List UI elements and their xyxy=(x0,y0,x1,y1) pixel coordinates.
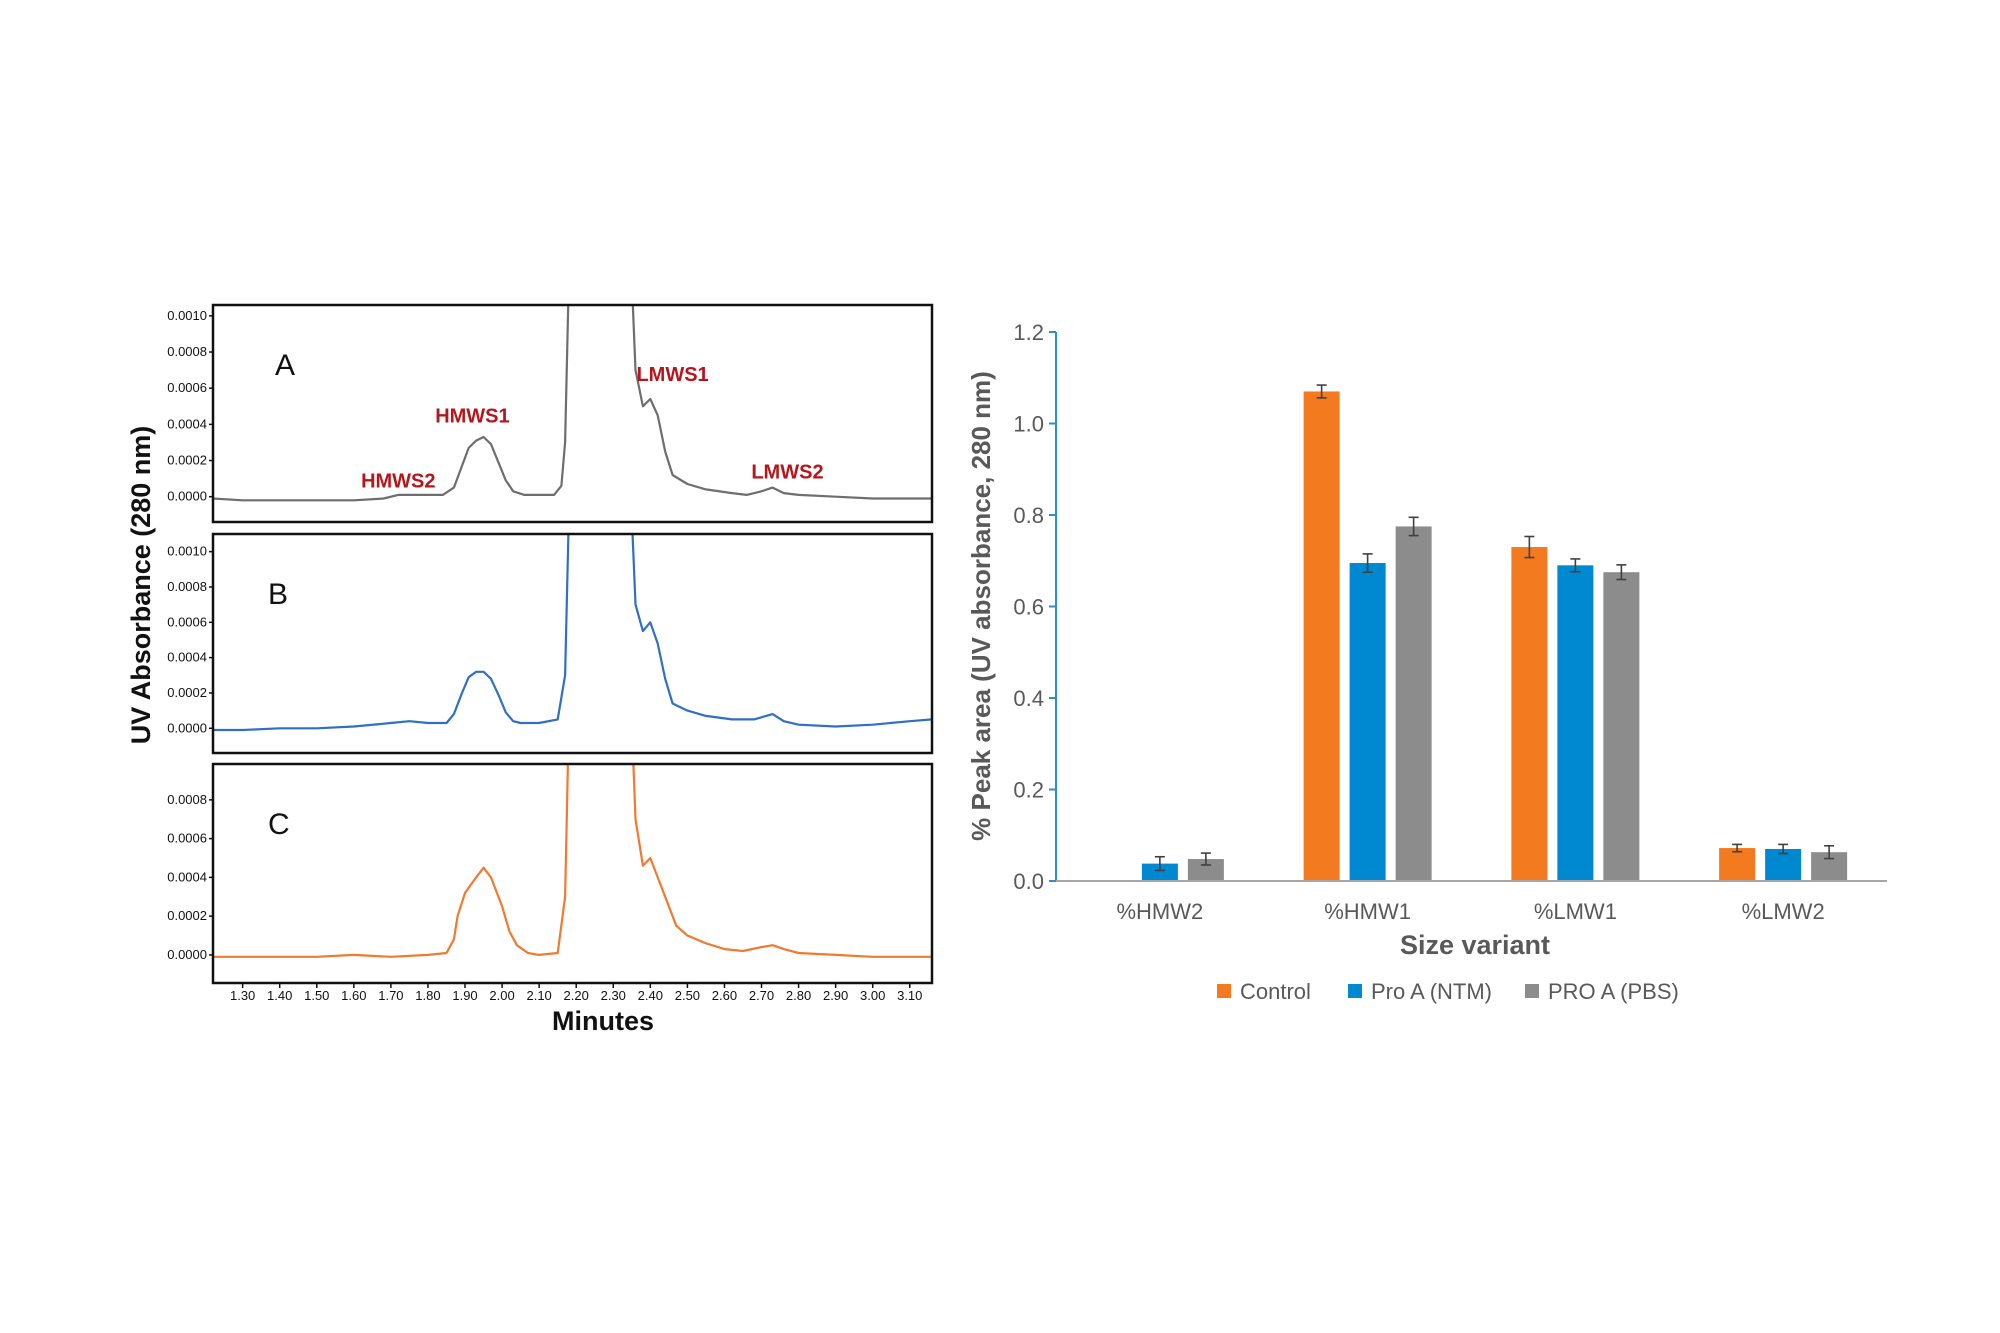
x-tick-label: 3.00 xyxy=(860,988,885,1003)
x-tick-label: 2.60 xyxy=(712,988,737,1003)
x-tick-label: 2.80 xyxy=(786,988,811,1003)
y-tick-label: 0.0004 xyxy=(167,869,207,884)
peak-annotation: LMWS2 xyxy=(751,462,823,484)
legend-swatch xyxy=(1348,984,1362,998)
category-label: %HMW1 xyxy=(1324,899,1411,924)
legend-label: Control xyxy=(1240,979,1311,1004)
bar xyxy=(1511,547,1548,881)
y-tick-label: 0.0008 xyxy=(167,344,207,359)
y-tick-label: 0.0004 xyxy=(167,650,207,665)
peak-annotation: LMWS1 xyxy=(636,364,708,386)
panel-label: B xyxy=(268,578,288,611)
x-tick-label: 1.50 xyxy=(304,988,329,1003)
y-tick-label: 0.0 xyxy=(1013,869,1044,894)
panel-frame xyxy=(211,762,934,985)
panel-label: C xyxy=(268,808,290,841)
x-tick-label: 2.70 xyxy=(749,988,774,1003)
x-tick-label: 1.90 xyxy=(452,988,477,1003)
y-tick-label: 0.0006 xyxy=(167,831,207,846)
y-tick-label: 0.6 xyxy=(1013,595,1044,620)
x-tick-label: 2.50 xyxy=(675,988,700,1003)
x-tick-label: 2.90 xyxy=(823,988,848,1003)
panel-frame xyxy=(211,303,934,524)
x-tick-label: 2.20 xyxy=(564,988,589,1003)
bar xyxy=(1349,563,1386,881)
x-tick-label: 1.30 xyxy=(230,988,255,1003)
y-tick-label: 0.0008 xyxy=(167,792,207,807)
x-tick-label: 2.10 xyxy=(526,988,551,1003)
trace-line xyxy=(213,534,932,732)
panel-c: 0.0000 0.0002 0.0004 0.0006 0.0008 C xyxy=(167,762,934,985)
y-tick-label: 0.0004 xyxy=(167,416,207,431)
chromatogram-x-axis-label: Minutes xyxy=(552,1006,654,1036)
y-tick-label: 0.0002 xyxy=(167,908,207,923)
y-tick-label: 0.8 xyxy=(1013,503,1044,528)
y-tick-label: 0.2 xyxy=(1013,778,1044,803)
y-tick-label: 0.0010 xyxy=(167,308,207,323)
y-tick-label: 0.0002 xyxy=(167,453,207,468)
x-tick-label: 1.70 xyxy=(378,988,403,1003)
legend-label: PRO A (PBS) xyxy=(1548,979,1679,1004)
trace-line xyxy=(213,305,932,502)
bar xyxy=(1557,565,1594,881)
category-label: %LMW2 xyxy=(1742,899,1825,924)
bar xyxy=(1141,863,1178,881)
panel-b: 0.0000 0.0002 0.0004 0.0006 0.0008 0.0010 B xyxy=(167,532,934,755)
y-tick-label: 0.0000 xyxy=(167,947,207,962)
x-tick-label: 3.10 xyxy=(897,988,922,1003)
bar xyxy=(1303,391,1340,881)
y-tick-label: 1.2 xyxy=(1013,320,1044,345)
peak-annotation: HMWS2 xyxy=(361,471,435,493)
y-tick-label: 0.0000 xyxy=(167,489,207,504)
legend-swatch xyxy=(1525,984,1539,998)
bar xyxy=(1187,859,1224,881)
x-tick-label: 1.60 xyxy=(341,988,366,1003)
bar xyxy=(1719,848,1756,881)
bar-y-axis-label: % Peak area (UV absorbance, 280 nm) xyxy=(966,371,996,841)
x-tick-label: 2.30 xyxy=(601,988,626,1003)
bar xyxy=(1603,572,1640,881)
x-tick-label: 1.80 xyxy=(415,988,440,1003)
y-tick-label: 0.4 xyxy=(1013,686,1044,711)
x-tick-label: 2.40 xyxy=(638,988,663,1003)
category-label: %LMW1 xyxy=(1534,899,1617,924)
x-tick-label: 2.00 xyxy=(489,988,514,1003)
y-tick-label: 0.0000 xyxy=(167,720,207,735)
trace-line xyxy=(213,764,932,958)
panel-a: 0.0000 0.0002 0.0004 0.0006 0.0008 0.0010 A HMW… xyxy=(167,303,934,524)
chromatogram-y-axis-label: UV Absorbance (280 nm) xyxy=(126,426,156,745)
bar-chart: % Peak area (UV absorbance, 280 nm) Size… xyxy=(966,320,1887,1004)
legend-label: Pro A (NTM) xyxy=(1371,979,1492,1004)
bar-x-axis-label: Size variant xyxy=(1400,930,1550,960)
chromatogram-panels: UV Absorbance (280 nm) Minutes 0.00000.0… xyxy=(126,303,934,1036)
panel-frame xyxy=(211,532,934,755)
category-label: %HMW2 xyxy=(1116,899,1203,924)
y-tick-label: 0.0010 xyxy=(167,544,207,559)
y-tick-label: 0.0006 xyxy=(167,380,207,395)
x-tick-label: 1.40 xyxy=(267,988,292,1003)
peak-annotation: HMWS1 xyxy=(435,406,509,428)
y-tick-label: 0.0006 xyxy=(167,614,207,629)
panel-label: A xyxy=(275,349,295,382)
y-tick-label: 0.0008 xyxy=(167,579,207,594)
legend-swatch xyxy=(1217,984,1231,998)
bar xyxy=(1395,526,1432,881)
y-tick-label: 1.0 xyxy=(1013,412,1044,437)
y-tick-label: 0.0002 xyxy=(167,685,207,700)
